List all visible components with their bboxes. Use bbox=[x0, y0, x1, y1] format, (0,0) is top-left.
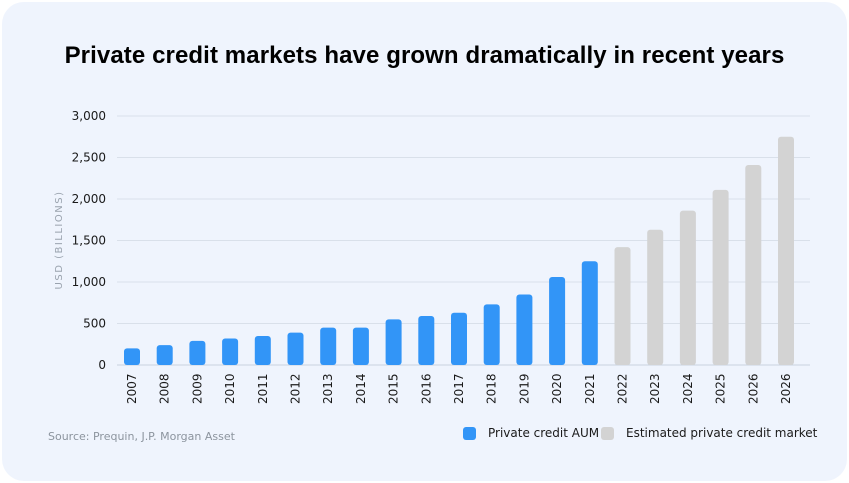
bar-actual bbox=[385, 319, 402, 365]
x-axis-ticks: 2007 2008 2009 2010 2011 2012 2013 2014 2015 2016… bbox=[125, 373, 793, 404]
chart-title: Private credit markets have grown dramat… bbox=[64, 42, 785, 69]
y-tick-label: 3,000 bbox=[72, 109, 106, 123]
y-tick-label: 1,500 bbox=[72, 234, 106, 248]
bar-actual bbox=[549, 277, 566, 365]
bar-actual bbox=[320, 327, 337, 365]
bar-estimated bbox=[745, 164, 762, 365]
y-axis-label: USD (BILLIONS) bbox=[54, 191, 65, 290]
bar-actual bbox=[516, 294, 533, 365]
x-tick-label: 2009 bbox=[190, 373, 204, 404]
y-tick-label: 0 bbox=[98, 358, 106, 372]
x-tick-label: 2018 bbox=[485, 373, 499, 404]
bar-estimated bbox=[778, 136, 794, 365]
x-tick-label: 2019 bbox=[517, 373, 531, 404]
y-axis-ticks: 0 500 1,000 1,500 2,000 2,500 3,000 bbox=[72, 109, 106, 372]
x-tick-label: 2023 bbox=[648, 373, 662, 404]
x-tick-label: 2008 bbox=[158, 373, 172, 404]
y-tick-label: 1,000 bbox=[72, 275, 106, 289]
bar-actual bbox=[124, 348, 140, 365]
legend-swatch-estimated bbox=[601, 426, 614, 440]
x-tick-label: 2026 bbox=[779, 373, 793, 404]
bar-actual bbox=[287, 332, 304, 365]
legend-swatch-actual bbox=[463, 426, 476, 440]
legend-item-estimated: Estimated private credit market bbox=[601, 426, 817, 440]
x-tick-label: 2010 bbox=[223, 373, 237, 404]
x-tick-label: 2016 bbox=[419, 373, 433, 404]
legend-label-actual: Private credit AUM bbox=[488, 426, 600, 440]
x-tick-label: 2013 bbox=[321, 373, 335, 404]
y-tick-label: 2,000 bbox=[72, 192, 106, 206]
y-tick-label: 500 bbox=[83, 317, 106, 331]
x-tick-label: 2017 bbox=[452, 373, 466, 404]
bar-actual bbox=[483, 304, 500, 365]
bar-actual bbox=[222, 338, 239, 365]
x-tick-label: 2014 bbox=[354, 373, 368, 404]
bar-estimated bbox=[614, 247, 631, 365]
bar-actual bbox=[581, 261, 598, 365]
x-tick-label: 2011 bbox=[256, 373, 270, 404]
bar-actual bbox=[352, 327, 369, 365]
y-tick-label: 2,500 bbox=[72, 151, 106, 165]
bar-actual bbox=[254, 335, 271, 365]
x-tick-label: 2021 bbox=[583, 373, 597, 404]
legend-label-estimated: Estimated private credit market bbox=[626, 426, 818, 440]
source-note: Source: Prequin, J.P. Morgan Asset bbox=[48, 430, 235, 443]
bar-estimated bbox=[647, 229, 664, 365]
x-tick-label: 2015 bbox=[387, 373, 401, 404]
x-tick-label: 2020 bbox=[550, 373, 564, 404]
x-tick-label: 2025 bbox=[714, 373, 728, 404]
bar-estimated bbox=[712, 189, 729, 365]
x-tick-label: 2024 bbox=[681, 373, 695, 404]
bar-actual bbox=[156, 345, 173, 365]
bars bbox=[124, 136, 794, 365]
bar-estimated bbox=[679, 210, 696, 365]
x-tick-label: 2026 bbox=[746, 373, 760, 404]
bar-actual bbox=[451, 312, 467, 365]
x-tick-label: 2007 bbox=[125, 373, 139, 404]
bar-actual bbox=[418, 316, 435, 365]
bar-actual bbox=[189, 340, 206, 365]
x-tick-label: 2012 bbox=[289, 373, 303, 404]
x-tick-label: 2022 bbox=[616, 373, 630, 404]
legend-item-actual: Private credit AUM bbox=[463, 426, 599, 440]
